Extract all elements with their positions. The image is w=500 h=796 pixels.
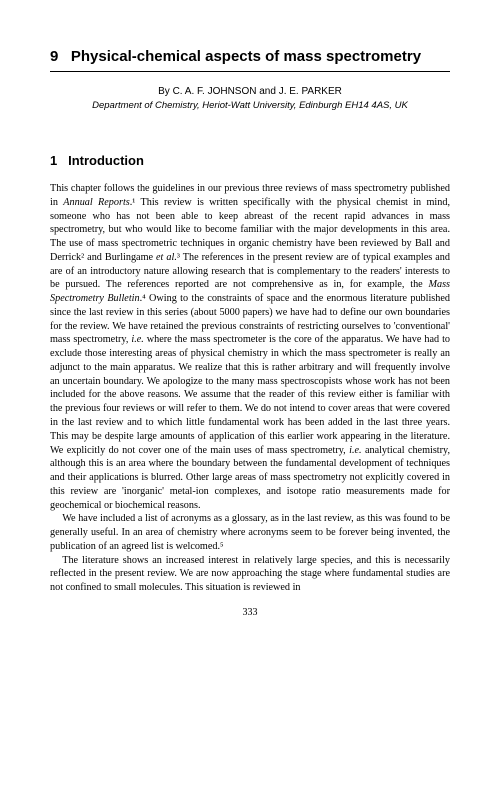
- paragraph-3: The literature shows an increased intere…: [50, 554, 450, 595]
- authors-names: C. A. F. JOHNSON and J. E. PARKER: [173, 86, 342, 97]
- page-number: 333: [50, 607, 450, 618]
- p1-e: where the mass spectrometer is the core …: [50, 334, 450, 455]
- affiliation-line: Department of Chemistry, Heriot-Watt Uni…: [50, 100, 450, 111]
- authors-line: By C. A. F. JOHNSON and J. E. PARKER: [50, 86, 450, 97]
- chapter-number: 9: [50, 48, 58, 65]
- section-number: 1: [50, 153, 57, 168]
- paragraph-2: We have included a list of acronyms as a…: [50, 512, 450, 553]
- authors-prefix: By: [158, 86, 172, 97]
- section-title: Introduction: [68, 153, 144, 168]
- p1-ital4: i.e.: [131, 334, 143, 345]
- section-heading: 1 Introduction: [50, 153, 450, 168]
- chapter-title: Physical-chemical aspects of mass spectr…: [71, 48, 421, 65]
- p1-ital2: et al.: [156, 252, 177, 263]
- paragraph-1: This chapter follows the guidelines in o…: [50, 182, 450, 512]
- p1-ital1: Annual Reports: [63, 197, 129, 208]
- heading-rule: [50, 71, 450, 72]
- chapter-heading: 9 Physical-chemical aspects of mass spec…: [50, 48, 450, 65]
- p1-ital5: i.e.: [349, 445, 361, 456]
- page: 9 Physical-chemical aspects of mass spec…: [0, 0, 500, 638]
